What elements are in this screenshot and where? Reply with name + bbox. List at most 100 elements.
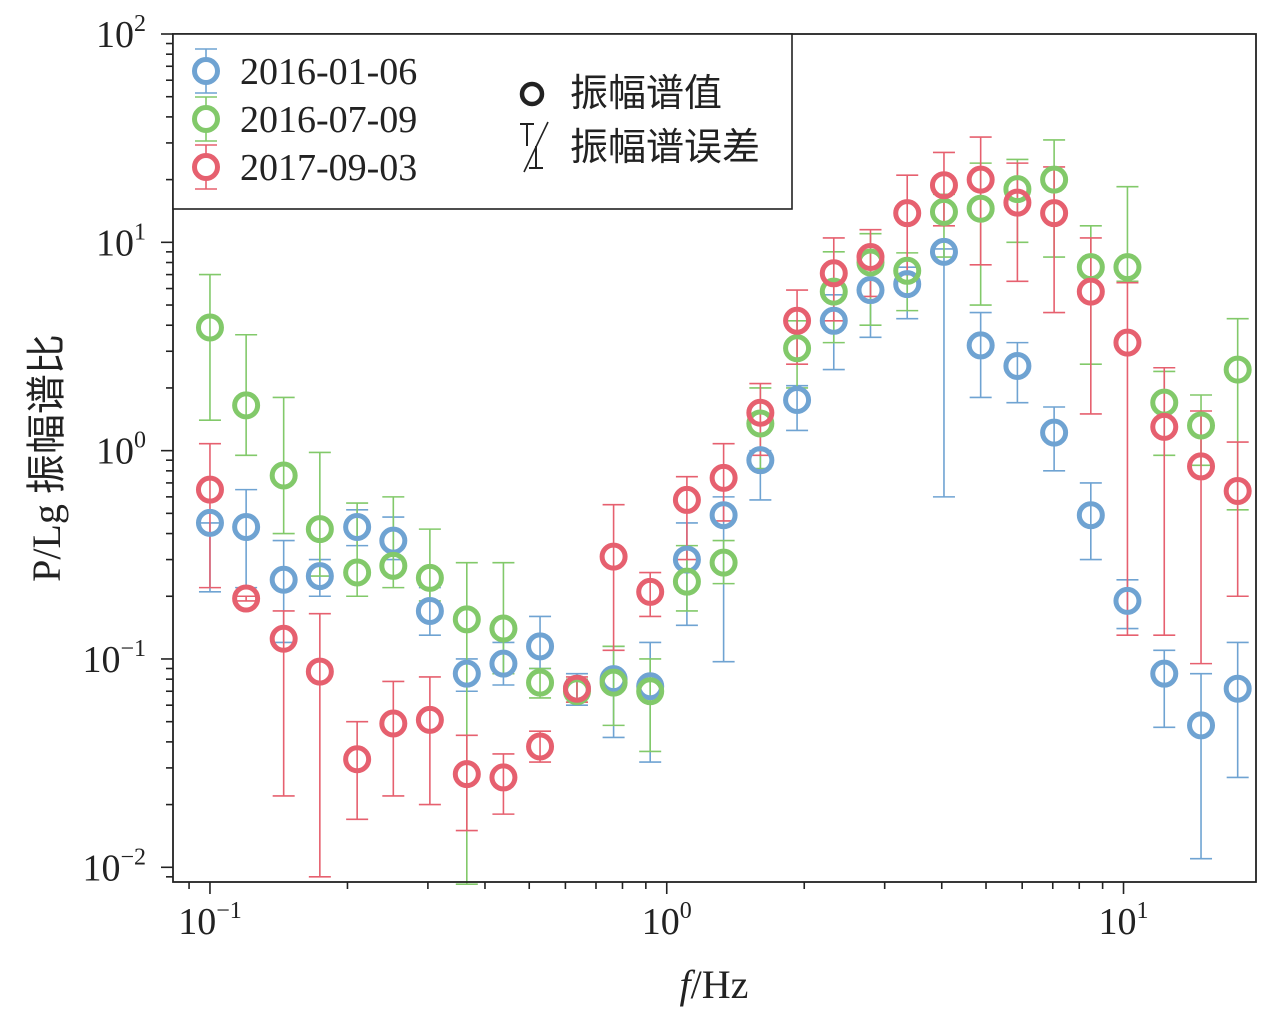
data-point <box>415 705 444 734</box>
data-point <box>746 398 775 427</box>
data-point <box>195 508 224 537</box>
data-point <box>232 513 261 542</box>
data-point <box>526 732 555 761</box>
data-point <box>709 463 738 492</box>
data-point <box>526 632 555 661</box>
data-point <box>415 563 444 592</box>
data-point <box>636 577 665 606</box>
points-2017-09-03 <box>195 165 1252 792</box>
data-point <box>1187 711 1216 740</box>
data-point <box>966 194 995 223</box>
data-point <box>1040 165 1069 194</box>
y-tick-label: 10−2 <box>82 844 146 889</box>
data-point <box>489 614 518 643</box>
data-point <box>1187 411 1216 440</box>
x-axis-label: f/Hz <box>680 962 749 1007</box>
data-point <box>746 409 775 438</box>
y-tick-label: 102 <box>96 11 146 56</box>
data-point <box>232 391 261 420</box>
y-axis-label: P/Lg 振幅谱比 <box>24 334 69 582</box>
data-point <box>305 657 334 686</box>
data-point <box>1003 351 1032 380</box>
legend-entry-label: 2016-07-09 <box>240 99 417 141</box>
data-point <box>1076 501 1105 530</box>
data-point <box>709 548 738 577</box>
data-point <box>746 446 775 475</box>
y-tick-base: 10 <box>96 431 134 473</box>
data-point <box>452 605 481 634</box>
data-point <box>343 558 372 587</box>
x-tick-label: 101 <box>1099 898 1149 943</box>
data-point <box>305 562 334 591</box>
legend-circle-symbol <box>519 81 545 107</box>
data-point <box>305 515 334 544</box>
data-point <box>893 270 922 299</box>
data-point <box>1040 199 1069 228</box>
y-tick-base: 10 <box>82 639 120 681</box>
data-point <box>1113 328 1142 357</box>
y-tick-label: 100 <box>96 428 146 473</box>
data-point <box>856 276 885 305</box>
data-point <box>966 331 995 360</box>
x-tick-base: 10 <box>1099 901 1137 943</box>
data-point <box>672 485 701 514</box>
data-point <box>783 306 812 335</box>
labels-layer: f/Hz P/Lg 振幅谱比 <box>24 334 748 1007</box>
data-point <box>783 386 812 415</box>
legend-circle-label: 振幅谱值 <box>570 73 722 115</box>
data-point <box>819 277 848 306</box>
data-point <box>452 659 481 688</box>
legend-entry-label: 2017-09-03 <box>240 147 417 189</box>
data-point <box>452 760 481 789</box>
x-tick-exp: 1 <box>1137 898 1149 924</box>
data-point <box>1223 355 1252 384</box>
x-tick-exp: 0 <box>680 898 692 924</box>
data-point <box>379 709 408 738</box>
data-point <box>269 565 298 594</box>
data-point <box>1113 586 1142 615</box>
y-tick-exp: 2 <box>134 11 146 37</box>
data-point <box>856 243 885 272</box>
data-point <box>929 171 958 200</box>
y-tick-label: 101 <box>96 219 146 264</box>
y-tick-exp: −1 <box>120 636 146 662</box>
y-tick-exp: −2 <box>120 844 146 870</box>
x-tick-exp: −1 <box>216 898 242 924</box>
y-tick-exp: 1 <box>134 219 146 245</box>
data-point <box>929 197 958 226</box>
data-point <box>343 513 372 542</box>
y-tick-label: 10−1 <box>82 636 146 681</box>
data-point <box>489 763 518 792</box>
data-point <box>489 649 518 678</box>
legend-entry-label: 2016-01-06 <box>240 51 417 93</box>
data-point <box>269 461 298 490</box>
data-point <box>636 677 665 706</box>
data-point <box>1150 659 1179 688</box>
legend-errorbar-symbol <box>520 121 549 173</box>
data-point <box>232 584 261 613</box>
x-axis-label-unit: /Hz <box>691 962 749 1007</box>
data-point <box>893 256 922 285</box>
x-tick-label: 10−1 <box>178 898 242 943</box>
data-point <box>562 674 591 703</box>
data-point <box>1223 477 1252 506</box>
data-point <box>1003 175 1032 204</box>
data-point <box>195 475 224 504</box>
y-tick-base: 10 <box>82 847 120 889</box>
data-point <box>819 306 848 335</box>
data-point <box>783 334 812 363</box>
data-point <box>379 551 408 580</box>
legend-marker <box>192 153 220 181</box>
series-layer <box>195 136 1252 885</box>
data-point <box>672 567 701 596</box>
data-point <box>966 165 995 194</box>
legend-errorbar-label: 振幅谱误差 <box>570 127 760 169</box>
data-point <box>415 596 444 625</box>
x-tick-base: 10 <box>178 901 216 943</box>
legend-marker <box>192 57 220 85</box>
legend-marker <box>192 105 220 133</box>
data-point <box>1187 452 1216 481</box>
data-point <box>599 668 628 697</box>
legend-errorbar-slash <box>523 121 549 173</box>
